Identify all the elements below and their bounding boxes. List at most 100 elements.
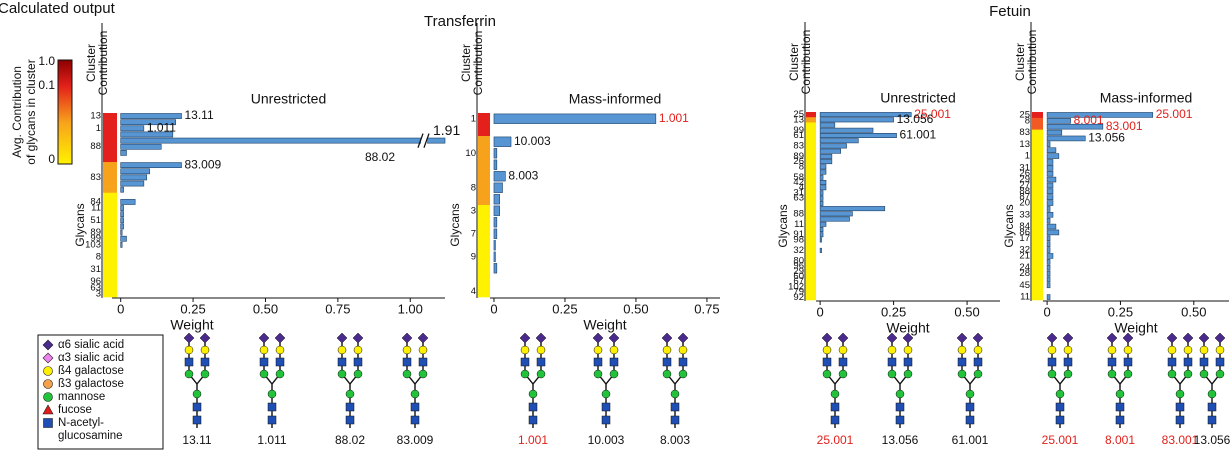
cluster-cell [806,221,816,228]
glycan-residue [536,369,546,379]
glycan-residue [593,369,603,379]
glycan-residue [593,345,603,355]
bar [1046,253,1054,259]
glycan-residue [1207,402,1217,412]
x-tick-label: 0.25 [881,304,906,319]
glycan-residue [601,402,611,412]
glycan-residue [352,332,364,344]
y-tick-label: 63 [793,193,804,204]
y-tick-label: 4 [471,286,476,297]
y-tick-label: 3 [471,205,476,216]
cluster-cell [478,182,490,194]
cluster-cell [103,229,117,236]
y-tick-label: 86 [1019,227,1030,238]
y-axis-label: Cluster [459,44,473,82]
y-tick-label: 29 [1019,174,1030,185]
bar [120,211,124,218]
glycan-residue [528,415,538,425]
y-tick-label: 89 [90,227,101,238]
glycan-residue [1063,357,1073,367]
y-tick-label: 9 [471,251,476,262]
bar [493,182,503,193]
colorbar-label: 0.1 [38,78,55,92]
glycan-residue [903,345,913,355]
glycan-residue [410,389,420,399]
glycan-residue [661,332,673,344]
y-tick-label: 3 [96,288,101,299]
cluster-cell [806,273,816,280]
cluster-cell [806,284,816,290]
glycan-residue [973,369,983,379]
bar [1046,170,1054,177]
cluster-cell [478,193,490,206]
y-tick-label: 84 [1019,221,1030,232]
glycan-residue [520,357,530,367]
glycan-residue [887,369,897,379]
bar [120,223,124,230]
legend-label: glucosamine [58,430,123,442]
cluster-cell [478,228,490,240]
cluster-cell [1032,176,1043,183]
bar [819,133,897,138]
cluster-cell [103,211,117,218]
cluster-cell [103,198,117,206]
glycan-residue [1123,369,1133,379]
bar [120,186,124,193]
y-tick-label: 91 [793,229,804,240]
glycan-residue [973,345,983,355]
glycan-residue [345,415,355,425]
y-tick-label: 79 [793,287,804,298]
glycan-residue [1215,369,1225,379]
bar [1046,200,1054,206]
bar [493,251,496,262]
cluster-cell [478,159,490,171]
y-tick-label: 32 [793,245,804,256]
cluster-cell [806,237,816,243]
glycan-residue [1167,357,1177,367]
bar [819,117,894,123]
y-tick-label: 103 [85,239,101,250]
x-axis-label: Weight [886,320,929,336]
y-tick-label: 28 [1019,268,1030,279]
cluster-cell [103,125,117,132]
bar [819,206,886,212]
x-axis-label: Weight [170,317,213,333]
glycan-residue [1183,369,1193,379]
bar [1046,270,1051,277]
y-axis-label: Cluster [1013,43,1027,81]
glycan-residue [184,369,194,379]
y-tick-label: 8 [471,182,476,193]
axis-break [417,133,424,148]
glycan-residue [275,345,285,355]
y-tick-label: 29 [793,266,804,277]
y-tick-label: 63 [90,282,101,293]
glycan-residue [1107,357,1117,367]
glycan-residue [267,389,277,399]
glycan-residue [678,345,688,355]
bar [493,228,498,239]
cluster-cell [1032,129,1043,136]
legend-box [37,334,164,450]
glycan-residue [821,332,833,344]
bar [1046,153,1060,159]
glycan-residue [887,357,897,367]
glycan-residue [670,415,680,425]
bar-label: 61.001 [900,128,937,142]
glycan-residue [402,345,412,355]
bar [1046,112,1154,118]
glycan-residue [1107,345,1117,355]
glycan-residue [1183,345,1193,355]
y-axis-label: Cluster [787,43,801,81]
glycan-residue [965,402,975,412]
cluster-cell [1032,258,1043,266]
y-tick-label: 26 [1019,168,1030,179]
panel-title: Unrestricted [251,91,326,107]
cluster-cell [103,247,117,255]
y-tick-label: 99 [90,233,101,244]
cluster-cell [1032,123,1043,130]
glycan-residue [838,357,848,367]
bar [1046,217,1051,224]
cluster-cell [1032,253,1043,260]
cluster-cell [806,138,816,144]
legend-symbol [43,392,53,402]
